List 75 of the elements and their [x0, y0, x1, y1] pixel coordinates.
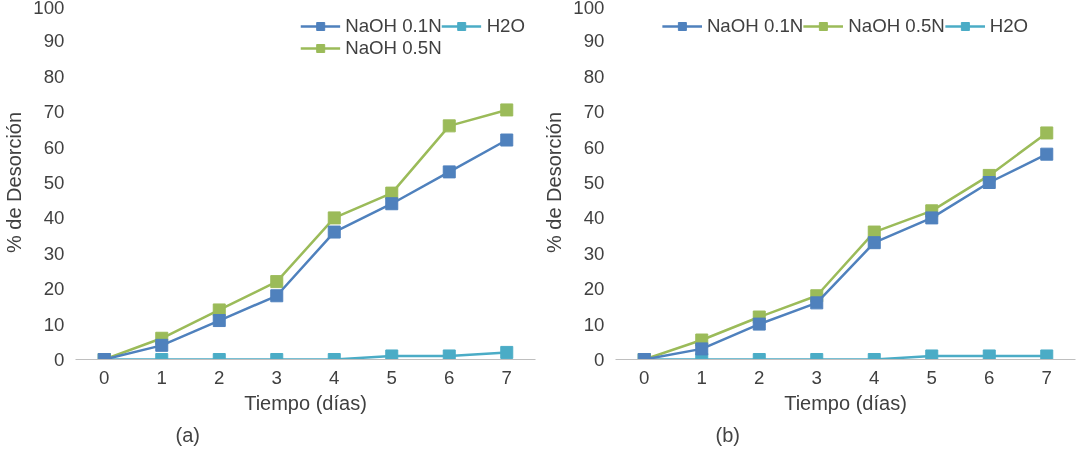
- y-tick-label: 70: [43, 101, 65, 123]
- point: [982, 349, 996, 360]
- point: [695, 342, 709, 356]
- x-tick-label: 0: [639, 366, 650, 388]
- y-tick-label: 60: [583, 136, 605, 158]
- point: [500, 345, 514, 359]
- legend-label: NaOH 0.1N: [706, 15, 804, 37]
- point: [385, 197, 399, 211]
- x-tick-label: 5: [386, 366, 397, 388]
- point: [500, 103, 514, 117]
- point: [500, 133, 514, 147]
- point: [212, 314, 226, 328]
- point: [327, 225, 341, 239]
- x-tick-label: 0: [99, 366, 110, 388]
- point: [270, 275, 284, 289]
- y-tick-label: 40: [43, 207, 65, 229]
- y-tick-label: 60: [43, 136, 65, 158]
- x-tick-label: 4: [869, 366, 880, 388]
- text: (a): [175, 423, 200, 446]
- x-tick-label: 7: [501, 366, 512, 388]
- point: [925, 349, 939, 360]
- y-axis-title: % de Desorción: [543, 111, 566, 254]
- x-tick-label: 5: [926, 366, 937, 388]
- x-tick-label: 4: [329, 366, 340, 388]
- y-tick-label: 30: [43, 242, 65, 264]
- y-tick-label: 50: [43, 172, 65, 193]
- y-tick-label: 40: [583, 207, 605, 229]
- x-axis-title: Tiempo (días): [244, 391, 367, 414]
- point: [442, 349, 456, 360]
- y-tick-label: 20: [583, 278, 605, 300]
- point: [327, 211, 341, 225]
- y-tick-label: 10: [43, 313, 65, 335]
- legend-label: H2O: [989, 15, 1029, 37]
- point: [442, 119, 456, 133]
- legend-label: H2O: [486, 15, 525, 37]
- y-tick-label: 30: [583, 242, 605, 264]
- point: [1040, 147, 1054, 161]
- y-tick-label: 70: [583, 101, 605, 123]
- x-tick-label: 1: [696, 366, 707, 388]
- y-tick-label: 100: [33, 0, 65, 18]
- point: [270, 289, 284, 303]
- y-tick-label: 20: [43, 278, 65, 300]
- x-tick-label: 2: [214, 366, 225, 388]
- point: [982, 176, 996, 189]
- x-tick-label: 6: [444, 366, 455, 388]
- point: [385, 349, 399, 360]
- y-tick-label: 100: [573, 0, 605, 18]
- point: [155, 338, 169, 352]
- y-tick-label: 0: [54, 349, 65, 370]
- point: [1040, 126, 1054, 140]
- x-tick-label: 2: [754, 366, 765, 388]
- x-axis-title: Tiempo (días): [784, 391, 907, 414]
- text: (b): [715, 423, 740, 446]
- x-tick-label: 6: [984, 366, 995, 388]
- legend-label: NaOH 0.1N: [345, 15, 442, 37]
- point: [810, 296, 824, 310]
- point: [867, 236, 881, 250]
- y-tick-label: 50: [583, 172, 605, 193]
- y-tick-label: 80: [583, 65, 605, 87]
- point: [925, 211, 939, 225]
- point: [752, 317, 766, 331]
- x-tick-label: 3: [811, 366, 822, 388]
- y-tick-label: 10: [583, 313, 605, 335]
- y-tick-label: 0: [594, 349, 605, 370]
- point: [442, 165, 456, 179]
- y-tick-label: 90: [43, 30, 65, 52]
- y-tick-label: 80: [43, 65, 65, 87]
- legend-label: NaOH 0.5N: [848, 15, 945, 37]
- x-tick-label: 3: [271, 366, 282, 388]
- point: [1040, 349, 1054, 360]
- y-tick-label: 90: [583, 30, 605, 52]
- x-tick-label: 1: [156, 366, 167, 388]
- legend-label: NaOH 0.5N: [345, 37, 442, 59]
- x-tick-label: 7: [1041, 366, 1052, 388]
- y-axis-title: % de Desorción: [3, 111, 26, 254]
